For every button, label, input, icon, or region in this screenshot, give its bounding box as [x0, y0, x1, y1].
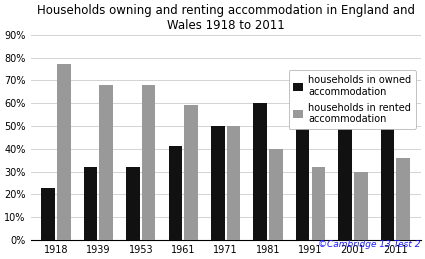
Text: ©Cambridge 13 Test 2: ©Cambridge 13 Test 2	[318, 240, 421, 249]
Bar	[269, 149, 283, 240]
Bar	[184, 105, 198, 240]
Bar	[84, 167, 97, 240]
Bar	[312, 167, 325, 240]
Bar	[296, 85, 309, 240]
Legend: households in owned
accommodation, households in rented
accommodation: households in owned accommodation, house…	[289, 70, 416, 129]
Bar	[354, 171, 368, 240]
Bar	[211, 126, 225, 240]
Bar	[99, 85, 113, 240]
Title: Households owning and renting accommodation in England and
Wales 1918 to 2011: Households owning and renting accommodat…	[37, 4, 415, 32]
Bar	[57, 64, 71, 240]
Bar	[41, 188, 55, 240]
Bar	[338, 83, 352, 240]
Bar	[253, 103, 267, 240]
Bar	[142, 85, 156, 240]
Bar	[397, 158, 410, 240]
Bar	[169, 147, 182, 240]
Bar	[381, 94, 394, 240]
Bar	[227, 126, 240, 240]
Bar	[126, 167, 140, 240]
